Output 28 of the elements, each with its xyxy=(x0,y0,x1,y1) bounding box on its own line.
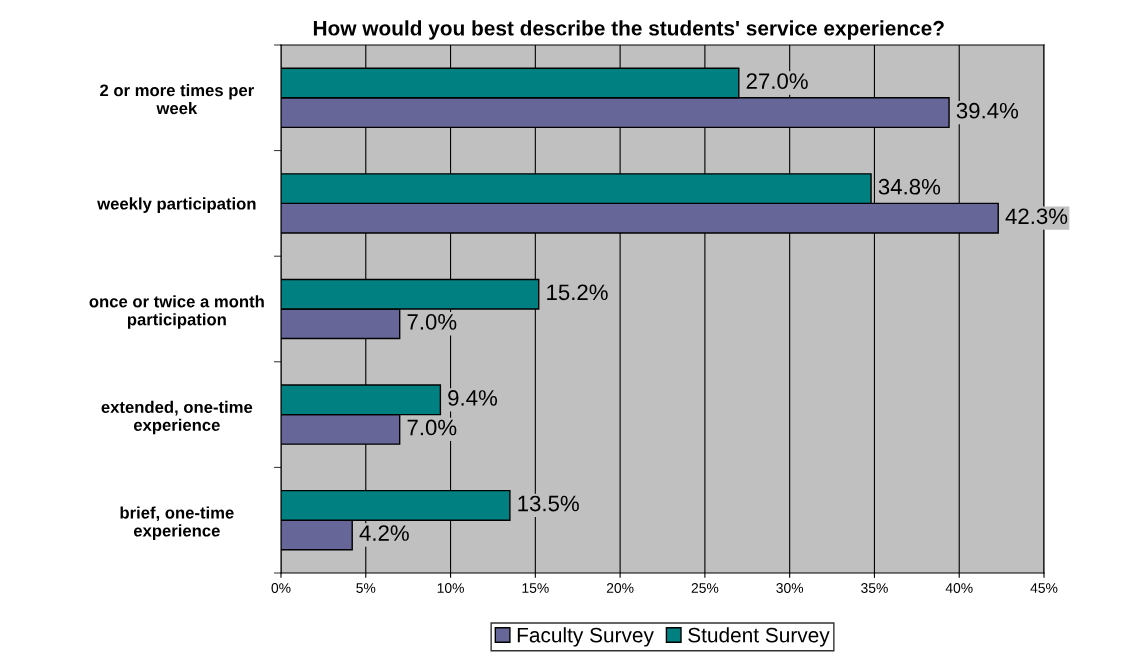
y-tick-label: once or twice a month participation xyxy=(89,295,264,329)
x-tick-label: 40% xyxy=(945,583,973,593)
data-label: 7.0% xyxy=(407,314,457,330)
legend-label: Faculty Survey xyxy=(517,627,654,647)
x-tick-label: 10% xyxy=(437,583,464,593)
data-label: 27.0% xyxy=(746,73,808,89)
data-label: 39.4% xyxy=(956,102,1019,119)
x-tick-label: 35% xyxy=(861,583,888,593)
y-tick-label: brief, one-time experience xyxy=(120,506,234,540)
y-tick-label: extended, one-time experience xyxy=(101,400,253,435)
x-tick-label: 45% xyxy=(1030,583,1058,593)
x-tick-label: 5% xyxy=(356,583,376,593)
data-label: 9.4% xyxy=(448,390,498,406)
data-label: 42.3% xyxy=(1005,208,1068,225)
data-label: 34.8% xyxy=(878,178,941,195)
y-tick-label: 2 or more times per week xyxy=(100,83,254,115)
x-tick-label: 15% xyxy=(522,583,549,593)
chart-title: How would you best describe the students' service experience? xyxy=(313,20,944,40)
x-tick-label: 20% xyxy=(606,583,634,593)
x-tick-label: 30% xyxy=(776,583,804,593)
data-label: 4.2% xyxy=(359,525,409,541)
data-label: 7.0% xyxy=(407,419,457,436)
data-label: 15.2% xyxy=(547,284,608,301)
x-tick-label: 25% xyxy=(691,583,719,593)
x-tick-label: 0% xyxy=(271,583,291,593)
data-label: 13.5% xyxy=(518,495,579,512)
y-tick-label: weekly participation xyxy=(97,197,256,213)
legend-label: Student Survey xyxy=(688,627,830,647)
